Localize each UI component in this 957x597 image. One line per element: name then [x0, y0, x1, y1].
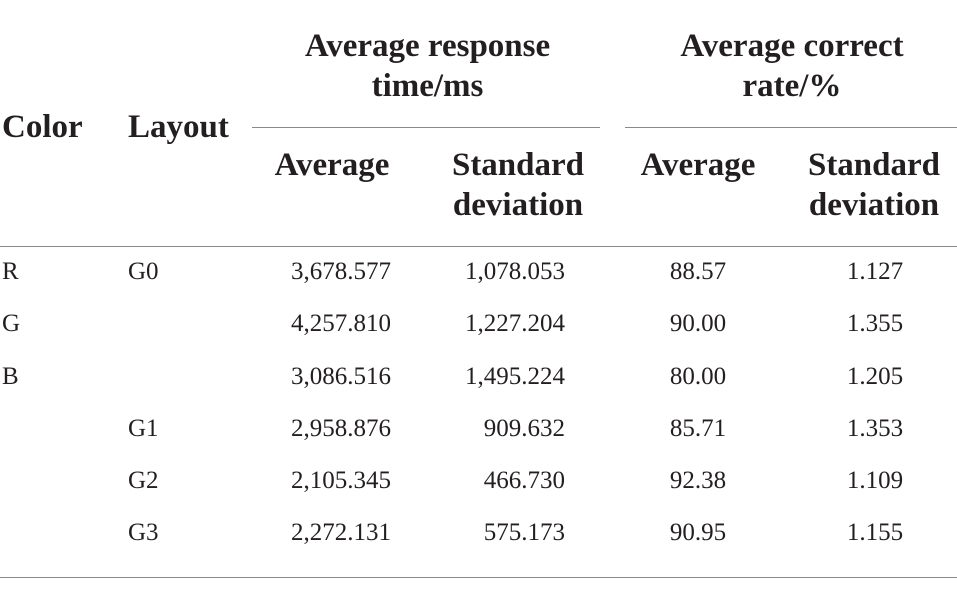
cell-cr-std: 1.205 — [846, 363, 904, 390]
cell-cr-std: 1.127 — [846, 258, 904, 285]
header-layout: Layout — [128, 109, 229, 145]
cell-rt-std: 575.173 — [483, 519, 565, 546]
cell-cr-average: 88.57 — [669, 258, 727, 285]
cell-rt-average: 3,678.577 — [291, 258, 391, 285]
header-correct-rate-line1: Average correct — [680, 28, 904, 64]
cell-cr-std: 1.355 — [846, 310, 904, 337]
correct-group-rule — [625, 127, 957, 128]
header-rt-std-line1: Standard — [451, 147, 585, 183]
header-cr-std-line2: deviation — [808, 187, 940, 223]
cell-rt-std: 1,227.204 — [465, 310, 565, 337]
cell-rt-average: 3,086.516 — [291, 363, 391, 390]
header-cr-average: Average — [640, 147, 756, 183]
header-cr-std-line1: Standard — [807, 147, 941, 183]
cell-rt-std: 466.730 — [483, 467, 565, 494]
cell-rt-average: 2,105.345 — [291, 467, 391, 494]
response-group-rule — [252, 127, 600, 128]
cell-layout: G1 — [128, 415, 159, 442]
cell-rt-average: 2,272.131 — [291, 519, 391, 546]
cell-cr-average: 85.71 — [669, 415, 727, 442]
cell-cr-average: 90.00 — [669, 310, 727, 337]
cell-cr-average: 80.00 — [669, 363, 727, 390]
header-response-time-line1: Average response — [304, 28, 551, 64]
cell-rt-std: 1,495.224 — [465, 363, 565, 390]
header-correct-rate-line2: rate/% — [742, 68, 842, 104]
header-rt-std-line2: deviation — [452, 187, 584, 223]
cell-cr-std: 1.109 — [846, 467, 904, 494]
cell-cr-average: 90.95 — [669, 519, 727, 546]
cell-rt-average: 4,257.810 — [291, 310, 391, 337]
header-response-time-line2: time/ms — [371, 68, 484, 104]
cell-cr-average: 92.38 — [669, 467, 727, 494]
cell-rt-std: 909.632 — [483, 415, 565, 442]
cell-color: B — [2, 363, 19, 390]
header-bottom-rule — [0, 246, 957, 247]
table-bottom-rule — [0, 577, 957, 578]
cell-rt-average: 2,958.876 — [291, 415, 391, 442]
cell-layout: G0 — [128, 258, 159, 285]
cell-color: G — [2, 310, 21, 337]
cell-color: R — [2, 258, 19, 285]
cell-cr-std: 1.155 — [846, 519, 904, 546]
header-rt-average: Average — [274, 147, 390, 183]
cell-layout: G3 — [128, 519, 159, 546]
header-color: Color — [2, 109, 83, 145]
cell-rt-std: 1,078.053 — [465, 258, 565, 285]
cell-cr-std: 1.353 — [846, 415, 904, 442]
cell-layout: G2 — [128, 467, 159, 494]
